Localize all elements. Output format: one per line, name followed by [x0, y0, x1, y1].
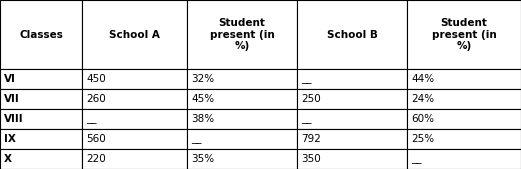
- Bar: [0, 69, 82, 89]
- Bar: [187, 109, 297, 129]
- Bar: [187, 0, 297, 69]
- Text: 450: 450: [86, 74, 106, 84]
- Bar: [297, 69, 407, 89]
- Bar: [407, 0, 521, 69]
- Text: 260: 260: [86, 94, 106, 104]
- Bar: [82, 0, 187, 69]
- Text: Student
present (in
%): Student present (in %): [431, 18, 497, 51]
- Text: 792: 792: [301, 134, 321, 144]
- Text: __: __: [301, 114, 312, 124]
- Text: 560: 560: [86, 134, 106, 144]
- Text: __: __: [301, 74, 312, 84]
- Bar: [187, 129, 297, 149]
- Text: 24%: 24%: [411, 94, 434, 104]
- Bar: [187, 69, 297, 89]
- Text: 25%: 25%: [411, 134, 434, 144]
- Bar: [297, 129, 407, 149]
- Text: 38%: 38%: [191, 114, 214, 124]
- Text: School B: School B: [327, 30, 377, 40]
- Text: VIII: VIII: [4, 114, 23, 124]
- Text: 250: 250: [301, 94, 321, 104]
- Bar: [82, 129, 187, 149]
- Text: School A: School A: [109, 30, 160, 40]
- Bar: [297, 0, 407, 69]
- Text: 45%: 45%: [191, 94, 214, 104]
- Bar: [187, 89, 297, 109]
- Bar: [407, 149, 521, 169]
- Bar: [0, 0, 82, 69]
- Bar: [82, 109, 187, 129]
- Bar: [297, 149, 407, 169]
- Bar: [82, 149, 187, 169]
- Bar: [407, 109, 521, 129]
- Text: 220: 220: [86, 154, 106, 164]
- Bar: [0, 109, 82, 129]
- Text: 35%: 35%: [191, 154, 214, 164]
- Text: 60%: 60%: [411, 114, 434, 124]
- Bar: [187, 149, 297, 169]
- Bar: [297, 109, 407, 129]
- Bar: [297, 89, 407, 109]
- Bar: [82, 69, 187, 89]
- Text: 44%: 44%: [411, 74, 434, 84]
- Text: Student
present (in
%): Student present (in %): [209, 18, 275, 51]
- Text: 32%: 32%: [191, 74, 214, 84]
- Bar: [407, 129, 521, 149]
- Bar: [0, 89, 82, 109]
- Text: IX: IX: [4, 134, 16, 144]
- Text: VII: VII: [4, 94, 20, 104]
- Text: X: X: [4, 154, 12, 164]
- Bar: [407, 69, 521, 89]
- Text: VI: VI: [4, 74, 16, 84]
- Text: __: __: [191, 134, 202, 144]
- Text: __: __: [411, 154, 421, 164]
- Bar: [82, 89, 187, 109]
- Text: Classes: Classes: [19, 30, 63, 40]
- Bar: [0, 149, 82, 169]
- Bar: [0, 129, 82, 149]
- Text: __: __: [86, 114, 96, 124]
- Bar: [407, 89, 521, 109]
- Text: 350: 350: [301, 154, 321, 164]
